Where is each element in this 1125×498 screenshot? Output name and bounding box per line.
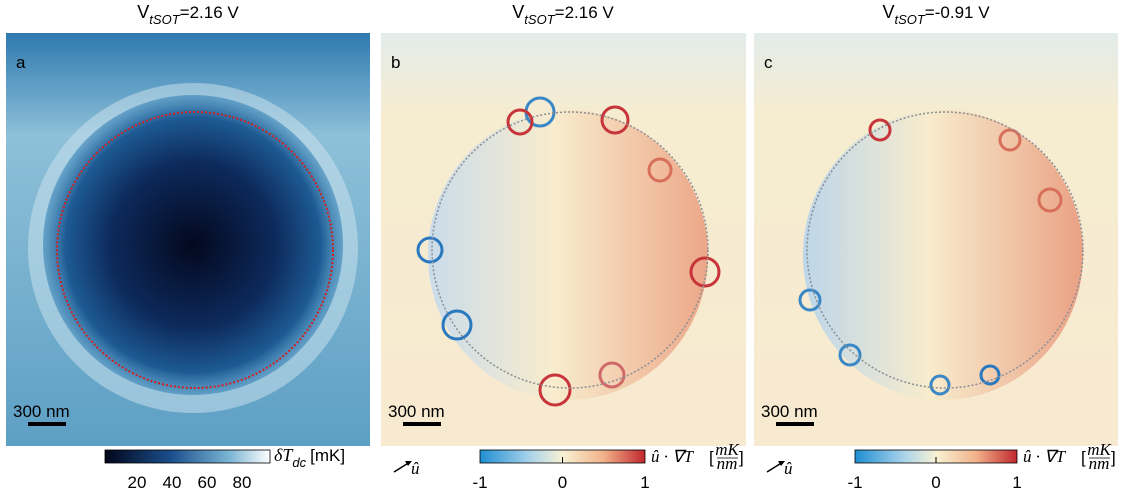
title-symbol: V	[882, 2, 894, 22]
colorbar-label-denominator: nm	[1089, 454, 1110, 473]
colorbar-tick-label: -1	[847, 473, 862, 492]
colorbar-label: û · ∇T	[1023, 447, 1067, 466]
dotted-circle	[431, 111, 709, 389]
colorbar-tick-label: -1	[472, 473, 487, 492]
dotted-circle	[56, 111, 334, 389]
title-subscript: tSOT	[524, 12, 555, 27]
interior	[428, 110, 708, 400]
colorbar-label-bracket: ]	[1111, 448, 1116, 467]
title-subscript: tSOT	[149, 12, 180, 27]
title-value: =2.16 V	[555, 3, 615, 22]
title-subscript: tSOT	[894, 12, 925, 27]
arrow-head	[778, 461, 785, 466]
label-symbol: δT	[274, 445, 294, 465]
panel-title: VtSOT=-0.91 V	[882, 2, 990, 27]
colorbar-label-bracket: ]	[739, 448, 744, 467]
panel-title: VtSOT=2.16 V	[512, 2, 614, 27]
colorbar-tick-label: 80	[233, 473, 252, 492]
scale-bar	[28, 422, 66, 426]
colorbar-label-bracket: [	[709, 448, 714, 467]
colorbar-label-numerator: mK	[1087, 440, 1112, 459]
scale-bar-label: 300 nm	[13, 402, 70, 421]
colorbar-tick-label: 20	[128, 473, 147, 492]
colorbar-tick-label: 1	[640, 473, 649, 492]
colorbar-label-bracket: [	[1081, 448, 1086, 467]
dotted-circle	[806, 111, 1084, 389]
scale-bar-label: 300 nm	[388, 402, 445, 421]
colorbar-tick-label: 60	[198, 473, 217, 492]
colorbar-tick-label: 0	[931, 473, 940, 492]
vortex-rings	[798, 118, 1063, 396]
colorbar-label: δTdc [mK]	[274, 445, 345, 470]
title-symbol: V	[137, 2, 149, 22]
scale-bar	[776, 422, 814, 426]
colorbar-label-numerator: mK	[715, 440, 740, 459]
title-value: =2.16 V	[180, 3, 240, 22]
scale-bar	[403, 422, 441, 426]
label-unit: [mK]	[310, 446, 345, 465]
colorbar-tick-label: 0	[558, 473, 567, 492]
colorbar-tick-label: 1	[1012, 473, 1021, 492]
direction-label: û	[784, 459, 793, 478]
panel-title: VtSOT=2.16 V	[137, 2, 239, 27]
colorbar-label: û · ∇T	[651, 447, 695, 466]
direction-label: û	[411, 459, 420, 478]
title-symbol: V	[512, 2, 524, 22]
label-subscript: dc	[292, 455, 306, 470]
colorbar-label-denominator: nm	[717, 454, 738, 473]
title-value: =-0.91 V	[925, 3, 990, 22]
interior	[803, 110, 1083, 400]
panel-letter: c	[764, 53, 773, 72]
arrow-head	[405, 461, 412, 466]
colorbar-tick-label: 40	[163, 473, 182, 492]
panel-letter: b	[391, 53, 400, 72]
vortex-rings	[416, 96, 721, 407]
panel-letter: a	[16, 53, 26, 72]
scale-bar-label: 300 nm	[761, 402, 818, 421]
hole	[43, 95, 343, 395]
colorbar	[104, 449, 271, 464]
